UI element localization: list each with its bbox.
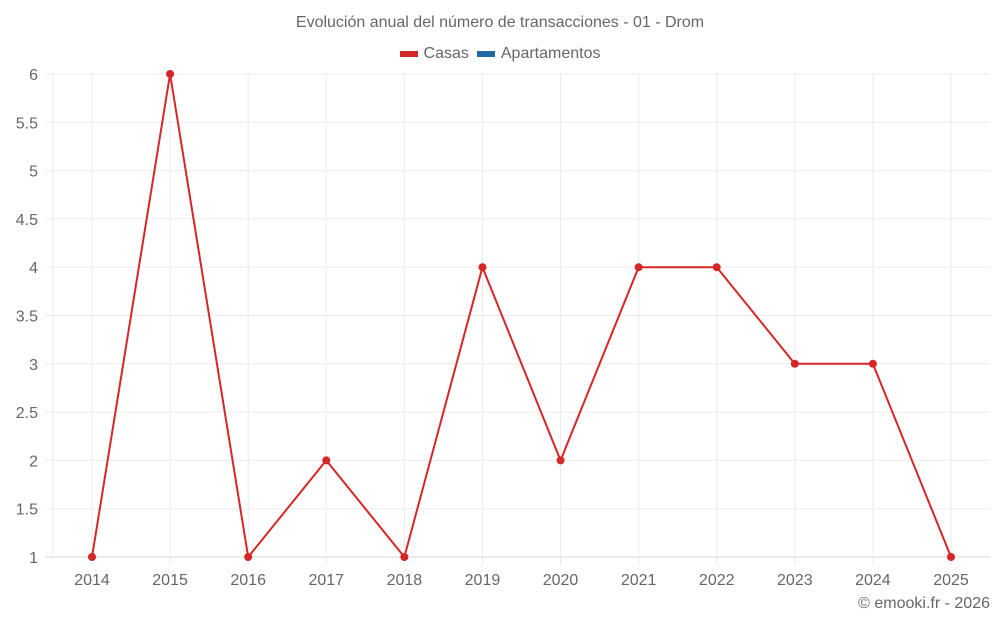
x-tick-label: 2016 [230,572,266,589]
x-tick-label: 2020 [543,572,579,589]
y-tick-label: 5 [29,164,38,181]
x-tick-label: 2018 [387,572,423,589]
x-tick-label: 2022 [699,572,735,589]
x-tick-label: 2019 [465,572,501,589]
chart-title: Evolución anual del número de transaccio… [295,14,705,31]
x-tick-label: 2024 [855,572,891,589]
y-tick-label: 4.5 [16,212,38,229]
data-point[interactable] [400,553,409,561]
data-point[interactable] [947,553,955,561]
chart-legend: Casas Apartamentos [0,45,1000,63]
y-tick-label: 1 [29,550,38,567]
x-tick-label: 2021 [621,572,657,589]
y-tick-label: 6 [29,67,38,84]
legend-swatch-icon [476,51,495,57]
y-tick-label: 2.5 [16,405,38,422]
legend-item-apartamentos[interactable]: Apartamentos [476,45,601,63]
x-tick-label: 2025 [933,572,969,589]
x-tick-label: 2014 [74,572,110,589]
y-tick-label: 4 [29,260,38,277]
y-tick-label: 1.5 [16,502,38,519]
legend-swatch-icon [399,51,418,57]
y-tick-label: 3 [29,357,38,374]
legend-label: Apartamentos [500,45,601,62]
legend-item-casas[interactable]: Casas [399,45,469,63]
data-point[interactable] [244,553,253,561]
legend-label: Casas [423,45,469,62]
y-tick-label: 2 [29,453,38,470]
data-point[interactable] [712,263,721,272]
data-point[interactable] [790,359,799,368]
data-point[interactable] [868,359,877,368]
data-point[interactable] [166,70,175,78]
data-point[interactable] [322,456,331,465]
data-point[interactable] [556,456,565,465]
data-point[interactable] [634,263,643,272]
series-line-casas [91,73,952,560]
credit-text: © emooki.fr - 2026 [858,595,990,612]
x-tick-label: 2015 [152,572,188,589]
data-point[interactable] [88,553,96,561]
data-point[interactable] [478,263,487,272]
y-tick-label: 5.5 [16,115,38,132]
y-tick-label: 3.5 [16,309,38,326]
x-tick-label: 2017 [308,572,344,589]
x-tick-label: 2023 [777,572,813,589]
